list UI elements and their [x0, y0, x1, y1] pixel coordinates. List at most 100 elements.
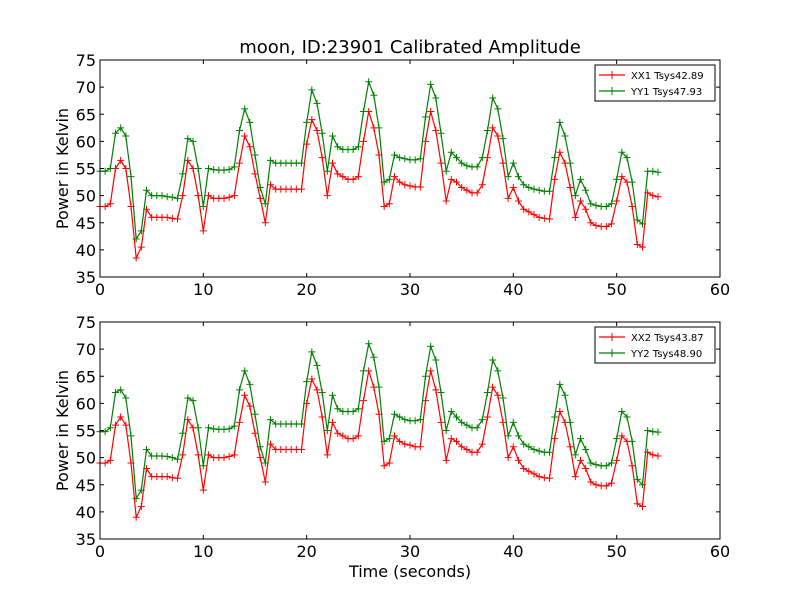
- bottom-data-point: [608, 479, 615, 487]
- top-data-point: [484, 127, 491, 135]
- bottom-data-point: [520, 464, 528, 472]
- bottom-data-point: [385, 459, 393, 467]
- top-data-point: [329, 132, 336, 140]
- top-data-point: [401, 155, 409, 163]
- bottom-data-point: [236, 418, 243, 426]
- bottom-data-point: [546, 448, 553, 456]
- bottom-data-point: [256, 443, 264, 451]
- bottom-data-point: [509, 443, 517, 451]
- top-y-tick-label: 45: [76, 214, 96, 233]
- bottom-data-point: [101, 459, 109, 467]
- top-data-point: [639, 220, 646, 228]
- top-data-point: [535, 186, 543, 194]
- top-data-point: [639, 243, 646, 251]
- top-data-point: [551, 175, 559, 183]
- bottom-data-point: [633, 500, 641, 508]
- top-data-point: [396, 178, 404, 186]
- top-data-point: [225, 166, 233, 174]
- bottom-data-point: [168, 454, 176, 462]
- top-data-point: [520, 181, 528, 189]
- top-x-tick-label: 30: [400, 280, 420, 299]
- bottom-data-point: [220, 454, 228, 462]
- bottom-data-point: [184, 394, 192, 402]
- bottom-data-point: [339, 432, 347, 440]
- top-data-point: [365, 78, 373, 86]
- bottom-data-point: [132, 513, 140, 521]
- bottom-data-point: [639, 502, 646, 510]
- bottom-data-point: [525, 467, 533, 475]
- bottom-y-tick-label: 45: [76, 476, 96, 495]
- bottom-data-point: [649, 451, 657, 459]
- top-data-point: [535, 213, 543, 221]
- top-data-point: [571, 213, 579, 221]
- bottom-y-tick-label: 70: [76, 340, 96, 359]
- bottom-data-point: [174, 474, 181, 482]
- bottom-data-point: [251, 410, 259, 418]
- bottom-data-point: [225, 453, 233, 461]
- bottom-data-point: [261, 478, 269, 486]
- top-data-point: [649, 167, 657, 175]
- top-data-point: [101, 202, 109, 210]
- top-data-point: [633, 240, 641, 248]
- top-data-point: [422, 137, 429, 145]
- bottom-data-point: [571, 451, 579, 459]
- top-data-point: [380, 178, 388, 186]
- top-data-point: [163, 193, 171, 201]
- bottom-data-point: [582, 445, 590, 453]
- bottom-data-point: [422, 372, 429, 380]
- bottom-data-point: [577, 456, 584, 464]
- top-data-point: [236, 159, 243, 167]
- top-data-point: [117, 156, 125, 164]
- bottom-data-point: [618, 432, 626, 440]
- bottom-data-point: [205, 424, 212, 432]
- bottom-data-point: [628, 437, 636, 445]
- top-data-point: [561, 132, 569, 140]
- top-data-point: [478, 181, 486, 189]
- bottom-legend-box: [594, 326, 716, 364]
- bottom-data-point: [385, 435, 393, 443]
- top-data-point: [370, 91, 378, 99]
- top-data-point: [241, 105, 249, 113]
- top-data-point: [106, 165, 114, 172]
- bottom-data-point: [587, 459, 595, 467]
- top-data-point: [184, 135, 192, 143]
- bottom-data-point: [251, 429, 259, 437]
- bottom-data-point: [608, 459, 615, 467]
- bottom-data-point: [318, 389, 326, 397]
- top-data-point: [334, 143, 342, 151]
- bottom-data-point: [106, 424, 114, 432]
- bottom-data-point: [427, 342, 435, 350]
- top-data-point: [447, 175, 455, 183]
- bottom-data-point: [354, 405, 362, 413]
- bottom-data-point: [551, 413, 559, 421]
- bottom-data-point: [556, 408, 564, 416]
- top-y-tick-label: 35: [76, 268, 96, 287]
- top-y-tick-label: 65: [76, 105, 96, 124]
- bottom-data-point: [602, 482, 610, 490]
- top-data-point: [618, 173, 626, 181]
- bottom-x-tick-label: 0: [95, 542, 105, 561]
- bottom-data-point: [329, 418, 336, 426]
- top-data-point: [551, 154, 559, 162]
- bottom-data-point: [267, 416, 274, 424]
- top-data-point: [618, 148, 626, 156]
- top-data-point: [546, 215, 553, 223]
- top-data-point: [633, 216, 641, 224]
- bottom-data-point: [313, 361, 321, 369]
- top-data-point: [649, 192, 657, 200]
- top-data-point: [509, 183, 517, 191]
- top-data-point: [437, 159, 445, 167]
- top-data-point: [303, 118, 311, 126]
- top-legend-label: XX1 Tsys42.89: [631, 71, 704, 82]
- bottom-data-point: [329, 391, 336, 399]
- bottom-data-point: [117, 386, 125, 394]
- bottom-data-point: [515, 432, 522, 440]
- top-series-xx: [97, 108, 662, 262]
- bottom-data-point: [246, 402, 254, 410]
- top-data-point: [608, 200, 615, 208]
- top-data-point: [427, 108, 435, 116]
- top-x-tick-label: 60: [710, 280, 730, 299]
- bottom-y-axis-label: Power in Kelvin: [53, 370, 72, 491]
- bottom-data-point: [132, 494, 140, 502]
